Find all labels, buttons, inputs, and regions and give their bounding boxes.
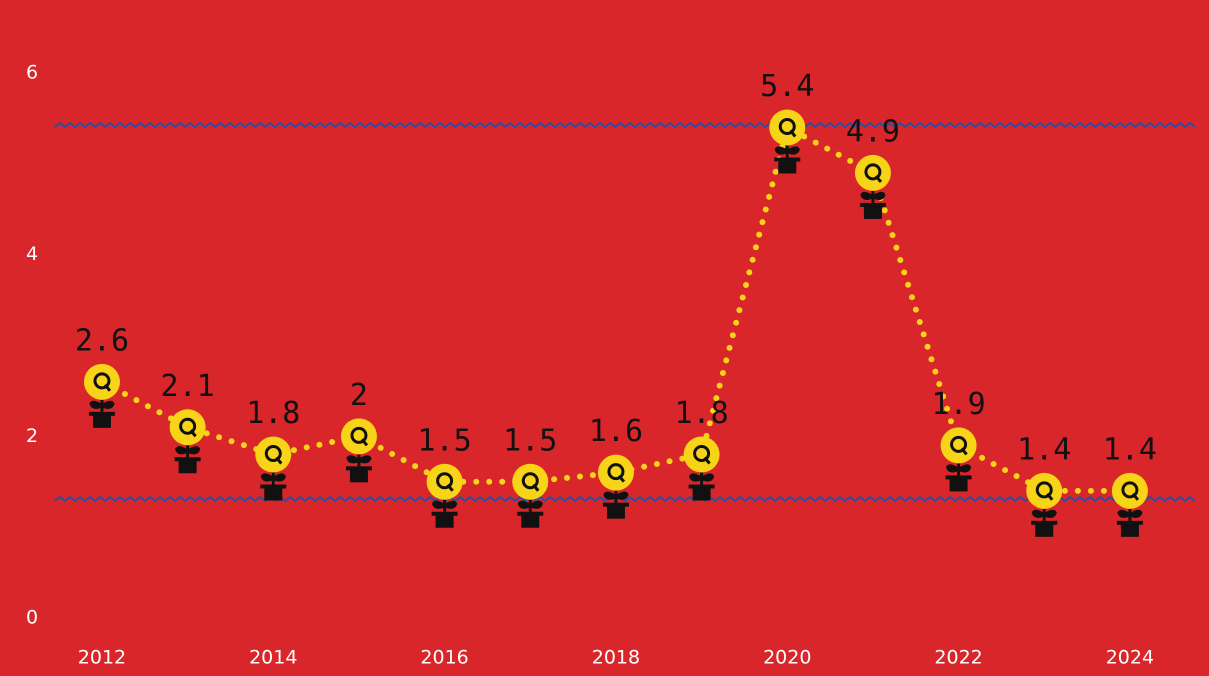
x-tick-label: 2012 [78,647,126,669]
pot-icon [778,160,796,174]
marker-circle [1112,473,1148,509]
pot-rim [432,512,458,516]
pot-rim [603,503,629,507]
y-tick-label: 6 [26,62,38,84]
pot-rim [346,466,372,470]
chart: 0 2 4 6 2012 2014 2016 2018 2020 2022 2024 2.6 2.1 1.… [0,0,1209,676]
pot-icon [950,477,968,491]
x-tick-label: 2022 [934,647,982,669]
marker-circle [341,418,377,454]
marker-circle [598,455,634,491]
value-label: 1.5 [418,423,472,458]
pot-icon [350,468,368,482]
marker-circle [1026,473,1062,509]
value-label: 4.9 [846,114,900,149]
value-label: 1.8 [246,396,300,431]
value-label: 1.4 [1017,432,1071,467]
x-tick-label: 2016 [420,647,468,669]
marker-circle [855,155,891,191]
pot-icon [264,487,282,501]
pot-rim [175,457,201,461]
x-tick-label: 2014 [249,647,297,669]
pot-icon [693,487,711,501]
pot-rim [946,475,972,479]
pot-rim [89,412,115,416]
value-label: 1.5 [503,423,557,458]
marker-circle [769,110,805,146]
pot-icon [93,414,111,428]
marker-circle [427,464,463,500]
value-label: 2.6 [75,323,129,358]
pot-rim [1031,521,1057,525]
x-tick-label: 2018 [592,647,640,669]
pot-icon [179,459,197,473]
page: 0 2 4 6 2012 2014 2016 2018 2020 2022 2024 2.6 2.1 1.… [0,0,1209,676]
value-label: 2 [350,378,368,413]
y-tick-label: 4 [26,243,38,265]
marker-circle [512,464,548,500]
background [0,0,1209,676]
value-label: 1.6 [589,414,643,449]
pot-rim [689,485,715,489]
pot-rim [774,158,800,162]
pot-rim [260,485,286,489]
marker-circle [941,427,977,463]
pot-rim [517,512,543,516]
marker-circle [255,437,291,473]
marker-circle [170,409,206,445]
value-label: 1.9 [931,387,985,422]
pot-icon [607,505,625,519]
pot-rim [860,203,886,207]
y-tick-label: 2 [26,425,38,447]
value-label: 1.8 [675,396,729,431]
y-tick-label: 0 [26,607,38,629]
marker-circle [684,437,720,473]
pot-icon [1035,523,1053,537]
value-label: 1.4 [1103,432,1157,467]
value-label: 5.4 [760,69,814,104]
pot-icon [864,205,882,219]
pot-rim [1117,521,1143,525]
pot-icon [521,514,539,528]
x-tick-label: 2024 [1106,647,1154,669]
x-tick-label: 2020 [763,647,811,669]
value-label: 2.1 [161,369,215,404]
pot-icon [436,514,454,528]
pot-icon [1121,523,1139,537]
marker-circle [84,364,120,400]
